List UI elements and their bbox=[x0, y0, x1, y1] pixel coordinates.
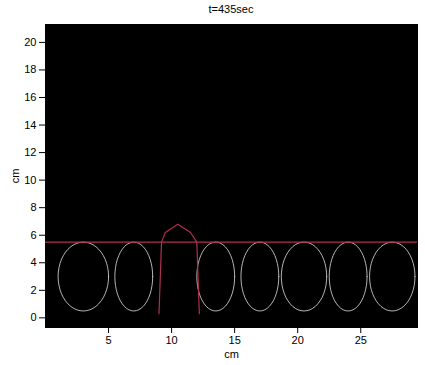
html-text:t=435sec: t=435sec bbox=[208, 3, 254, 15]
svg-text:6: 6 bbox=[30, 229, 36, 241]
svg-text:5: 5 bbox=[105, 334, 111, 346]
svg-text:20: 20 bbox=[24, 36, 36, 48]
svg-text:18: 18 bbox=[24, 63, 36, 75]
svg-text:10: 10 bbox=[165, 334, 177, 346]
svg-text:15: 15 bbox=[229, 334, 241, 346]
svg-text:4: 4 bbox=[30, 256, 36, 268]
svg-text:25: 25 bbox=[355, 334, 367, 346]
svg-text:14: 14 bbox=[24, 119, 36, 131]
svg-text:10: 10 bbox=[24, 174, 36, 186]
svg-text:8: 8 bbox=[30, 201, 36, 213]
svg-text:2: 2 bbox=[30, 284, 36, 296]
svg-text:0: 0 bbox=[30, 311, 36, 323]
svg-text:20: 20 bbox=[292, 334, 304, 346]
svg-text:12: 12 bbox=[24, 146, 36, 158]
svg-text:16: 16 bbox=[24, 91, 36, 103]
svg-text:cm: cm bbox=[224, 348, 239, 360]
svg-text:cm: cm bbox=[9, 169, 21, 184]
